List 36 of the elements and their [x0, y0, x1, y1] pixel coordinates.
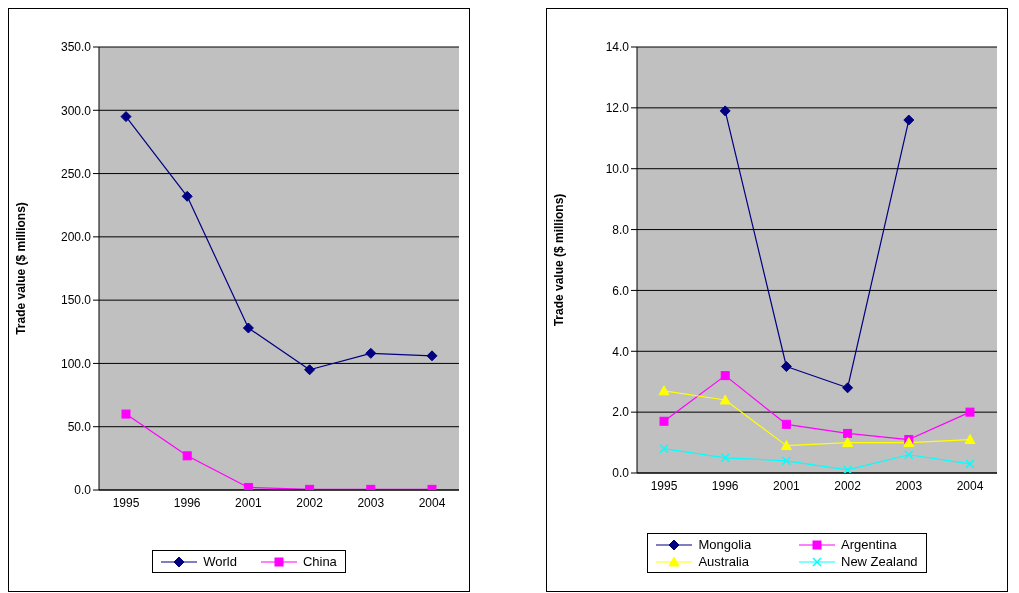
y-tick-label: 2.0	[612, 405, 630, 420]
x-tick-label: 2002	[296, 495, 324, 510]
x-tick-label: 2001	[235, 495, 263, 510]
legend-label: New Zealand	[841, 554, 918, 569]
y-tick-label: 200.0	[60, 230, 92, 245]
legend-label: China	[302, 554, 337, 569]
y-tick-label: 250.0	[60, 166, 92, 181]
y-tick-label: 8.0	[612, 222, 630, 237]
x-tick-label: 2001	[773, 478, 801, 493]
x-tick-label: 1995	[112, 495, 140, 510]
x-tick-label: 2004	[956, 478, 984, 493]
x-tick-label: 2003	[895, 478, 923, 493]
x-tick-label: 1995	[650, 478, 678, 493]
y-tick-label: 0.0	[612, 466, 630, 481]
y-axis-title: Trade value ($ millions)	[552, 193, 567, 327]
y-tick-label: 0.0	[74, 483, 92, 498]
y-tick-label: 4.0	[612, 344, 630, 359]
x-tick-label: 1996	[173, 495, 201, 510]
legend-label: Mongolia	[698, 537, 752, 552]
y-tick-label: 14.0	[605, 40, 630, 55]
y-tick-label: 10.0	[605, 161, 630, 176]
x-tick-label: 1996	[711, 478, 739, 493]
y-tick-label: 350.0	[60, 40, 92, 55]
y-tick-label: 150.0	[60, 293, 92, 308]
legend-label: World	[203, 554, 237, 569]
y-tick-label: 100.0	[60, 356, 92, 371]
y-tick-label: 12.0	[605, 101, 630, 116]
y-tick-label: 6.0	[612, 283, 630, 298]
y-axis-title: Trade value ($ millions)	[14, 202, 29, 335]
y-tick-label: 300.0	[60, 103, 92, 118]
legend-label: Argentina	[841, 537, 897, 552]
legend-label: Australia	[698, 554, 749, 569]
x-tick-label: 2002	[834, 478, 862, 493]
y-tick-label: 50.0	[67, 419, 92, 434]
x-tick-label: 2004	[418, 495, 446, 510]
x-tick-label: 2003	[357, 495, 385, 510]
